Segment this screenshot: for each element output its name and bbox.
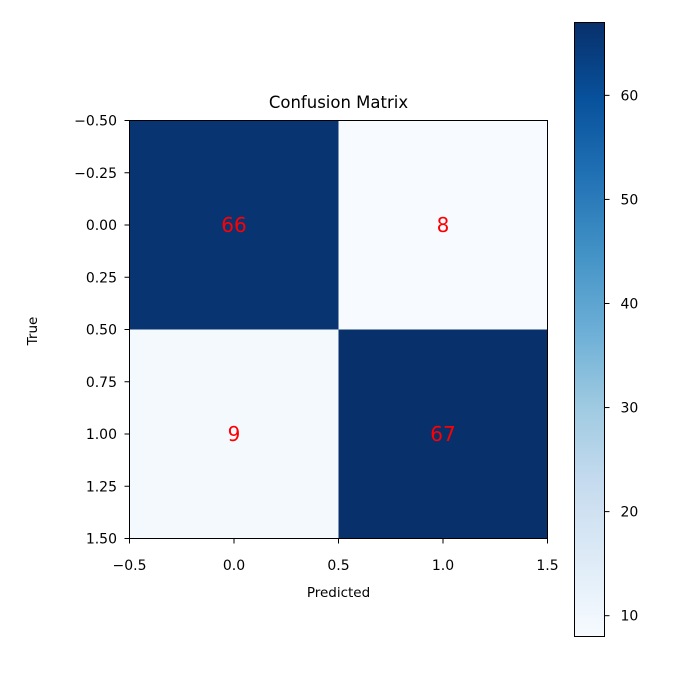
heatmap-cell <box>338 120 548 330</box>
y-tick-label: −0.50 <box>74 114 117 130</box>
y-tick-label: 0.75 <box>86 375 117 391</box>
colorbar-tick-label: 20 <box>621 505 639 521</box>
y-tick-label: 0.50 <box>86 323 117 339</box>
y-axis-ticks: −0.50 −0.25 0.00 0.25 0.50 0.75 1.00 1.25 1.50 <box>74 114 130 548</box>
colorbar-ticks: 10 20 30 40 50 60 <box>604 88 639 625</box>
colorbar-tick-label: 30 <box>621 401 639 417</box>
cell-value-label: 9 <box>228 422 241 446</box>
heatmap-cell <box>129 329 339 539</box>
cell-value-label: 67 <box>430 422 455 446</box>
x-tick-label: 1.5 <box>536 558 558 574</box>
y-tick-label: 1.00 <box>86 427 117 443</box>
y-tick-label: −0.25 <box>74 166 117 182</box>
y-tick-label: 0.00 <box>86 218 117 234</box>
colorbar <box>574 22 605 637</box>
colorbar-tick-label: 60 <box>621 88 639 104</box>
heatmap-cell <box>338 329 548 539</box>
heatmap-cells <box>129 120 548 539</box>
colorbar-tick-label: 50 <box>621 192 639 208</box>
y-tick-label: 0.25 <box>86 270 117 286</box>
x-tick-label: 1.0 <box>432 558 454 574</box>
x-tick-label: 0.0 <box>223 558 245 574</box>
colorbar-tick-label: 10 <box>621 609 639 625</box>
cell-value-label: 66 <box>221 213 246 237</box>
x-axis-ticks: −0.5 0.0 0.5 1.0 1.5 <box>113 538 559 574</box>
x-axis-label: Predicted <box>307 585 370 601</box>
y-tick-label: 1.50 <box>86 532 117 548</box>
cell-value-label: 8 <box>437 213 450 237</box>
x-tick-label: −0.5 <box>113 558 147 574</box>
chart-title: Confusion Matrix <box>269 93 409 112</box>
x-tick-label: 0.5 <box>327 558 349 574</box>
colorbar-tick-label: 40 <box>621 296 639 312</box>
y-axis-label: True <box>25 317 41 347</box>
heatmap-cell <box>129 120 339 330</box>
cell-annotations: 66 8 9 67 <box>221 213 455 446</box>
y-tick-label: 1.25 <box>86 479 117 495</box>
